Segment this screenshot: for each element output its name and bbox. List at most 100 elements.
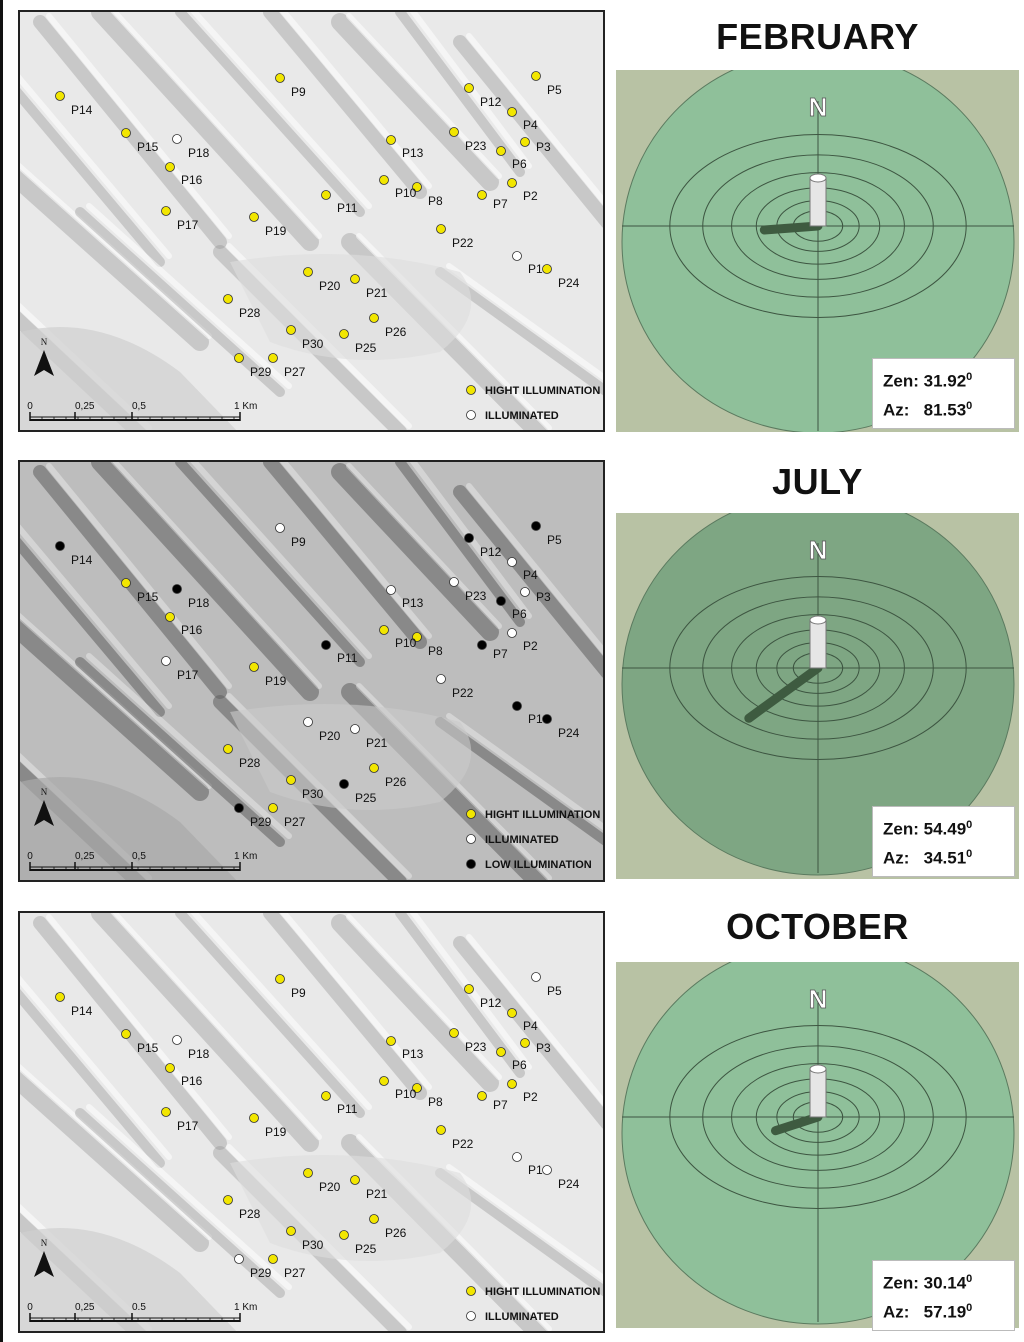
map-point-label-p23: P23 (465, 589, 487, 603)
map-point-p28 (223, 744, 233, 754)
terrain-ridge (20, 1069, 209, 1252)
map-point-p12 (464, 984, 474, 994)
legend-swatch (466, 385, 476, 395)
map-point-label-p20: P20 (319, 1180, 341, 1194)
terrain-highlight (20, 1064, 212, 1240)
map-point-p17 (161, 206, 171, 216)
scale-bar-label: 0 (27, 851, 33, 862)
map-point-p8 (412, 182, 422, 192)
legend-label: HIGHT ILLUMINATION (485, 1286, 600, 1298)
map-point-label-p17: P17 (177, 668, 199, 682)
map-point-label-p25: P25 (355, 791, 377, 805)
map-point-p23 (449, 577, 459, 587)
map-point-p11 (321, 1091, 331, 1101)
map-point-label-p13: P13 (402, 596, 424, 610)
map-point-p11 (321, 190, 331, 200)
terrain-highlight (110, 462, 322, 689)
terrain-ridge (75, 657, 285, 847)
map-point-p10 (379, 1076, 389, 1086)
map-point-p22 (436, 674, 446, 684)
left-border-line (0, 0, 3, 1342)
terrain-highlight (346, 13, 502, 179)
map-point-label-p24: P24 (558, 1177, 580, 1191)
map-point-p8 (412, 1083, 422, 1093)
north-label: N (809, 984, 828, 1014)
legend-swatch (466, 859, 476, 869)
map-point-p29 (234, 803, 244, 813)
terrain-highlight (46, 13, 232, 239)
terrain-ridge (75, 207, 285, 397)
terrain-ridge (453, 936, 603, 1129)
map-point-label-p4: P4 (523, 1019, 538, 1033)
map-point-p24 (542, 1165, 552, 1175)
map-point-p5 (531, 521, 541, 531)
map-point-label-p25: P25 (355, 341, 377, 355)
map-point-p22 (436, 1125, 446, 1135)
zenith-degree: 0 (966, 1273, 973, 1285)
map-point-label-p27: P27 (284, 1266, 306, 1280)
map-point-label-p7: P7 (493, 647, 508, 661)
map-point-p9 (275, 73, 285, 83)
legend-swatch (466, 809, 476, 819)
map-point-label-p1: P1 (528, 1163, 543, 1177)
map-point-label-p9: P9 (291, 85, 306, 99)
map-point-label-p27: P27 (284, 815, 306, 829)
map-point-p13 (386, 1036, 396, 1046)
map-point-p28 (223, 1195, 233, 1205)
terrain-highlight (20, 613, 212, 789)
map-point-label-p24: P24 (558, 276, 580, 290)
map-point-label-p29: P29 (250, 815, 272, 829)
map-point-label-p22: P22 (452, 236, 474, 250)
zenith-label: Zen: (883, 819, 919, 839)
map-point-label-p13: P13 (402, 1047, 424, 1061)
gnomon-pole (809, 177, 827, 227)
map-point-label-p8: P8 (428, 644, 443, 658)
map-point-p24 (542, 264, 552, 274)
map-panel-july: P1 P2 P3 P4 P5 P6 P7 P8 P9 P10 P11 P12 P13 P14 P15 P16 P… (18, 460, 605, 882)
north-arrow-icon (34, 800, 54, 826)
map-point-label-p9: P9 (291, 986, 306, 1000)
map-point-label-p10: P10 (395, 636, 417, 650)
map-point-p19 (249, 662, 259, 672)
legend-swatch (466, 834, 476, 844)
terrain-highlight (20, 74, 172, 259)
terrain-ridge (395, 462, 525, 627)
map-point-label-p10: P10 (395, 1087, 417, 1101)
map-point-label-p30: P30 (302, 1238, 324, 1252)
zenith-label: Zen: (883, 1273, 919, 1293)
map-point-p1 (512, 1152, 522, 1162)
map-point-p30 (286, 775, 296, 785)
map-point-p25 (339, 1230, 349, 1240)
map-point-label-p29: P29 (250, 365, 272, 379)
map-point-p23 (449, 127, 459, 137)
map-point-p19 (249, 1113, 259, 1123)
terrain-highlight (190, 12, 372, 209)
azimuth-label: Az: (883, 1302, 910, 1322)
map-point-p11 (321, 640, 331, 650)
map-point-p24 (542, 714, 552, 724)
terrain-highlight (20, 975, 172, 1160)
map-point-label-p13: P13 (402, 146, 424, 160)
map-point-p5 (531, 71, 541, 81)
map-point-label-p3: P3 (536, 140, 551, 154)
map-point-label-p12: P12 (480, 545, 502, 559)
map-point-label-p12: P12 (480, 996, 502, 1010)
scale-bar-label: 1 Km (234, 401, 257, 412)
map-point-p30 (286, 1226, 296, 1236)
map-point-p23 (449, 1028, 459, 1038)
map-point-label-p15: P15 (137, 590, 159, 604)
terrain-highlight (190, 913, 372, 1110)
terrain-highlight (110, 12, 322, 239)
terrain-ridge (453, 35, 603, 228)
map-point-label-p14: P14 (71, 1004, 93, 1018)
month-title-october: OCTOBER (726, 906, 909, 947)
map-point-p8 (412, 632, 422, 642)
terrain-highlight (466, 934, 603, 1106)
zenith-degree: 0 (966, 819, 973, 831)
scale-bar-label: 0 (27, 401, 33, 412)
map-point-label-p11: P11 (337, 201, 358, 215)
map-point-label-p28: P28 (239, 1207, 261, 1221)
map-point-label-p20: P20 (319, 729, 341, 743)
map-point-p6 (496, 146, 506, 156)
terrain-highlight (280, 462, 432, 639)
